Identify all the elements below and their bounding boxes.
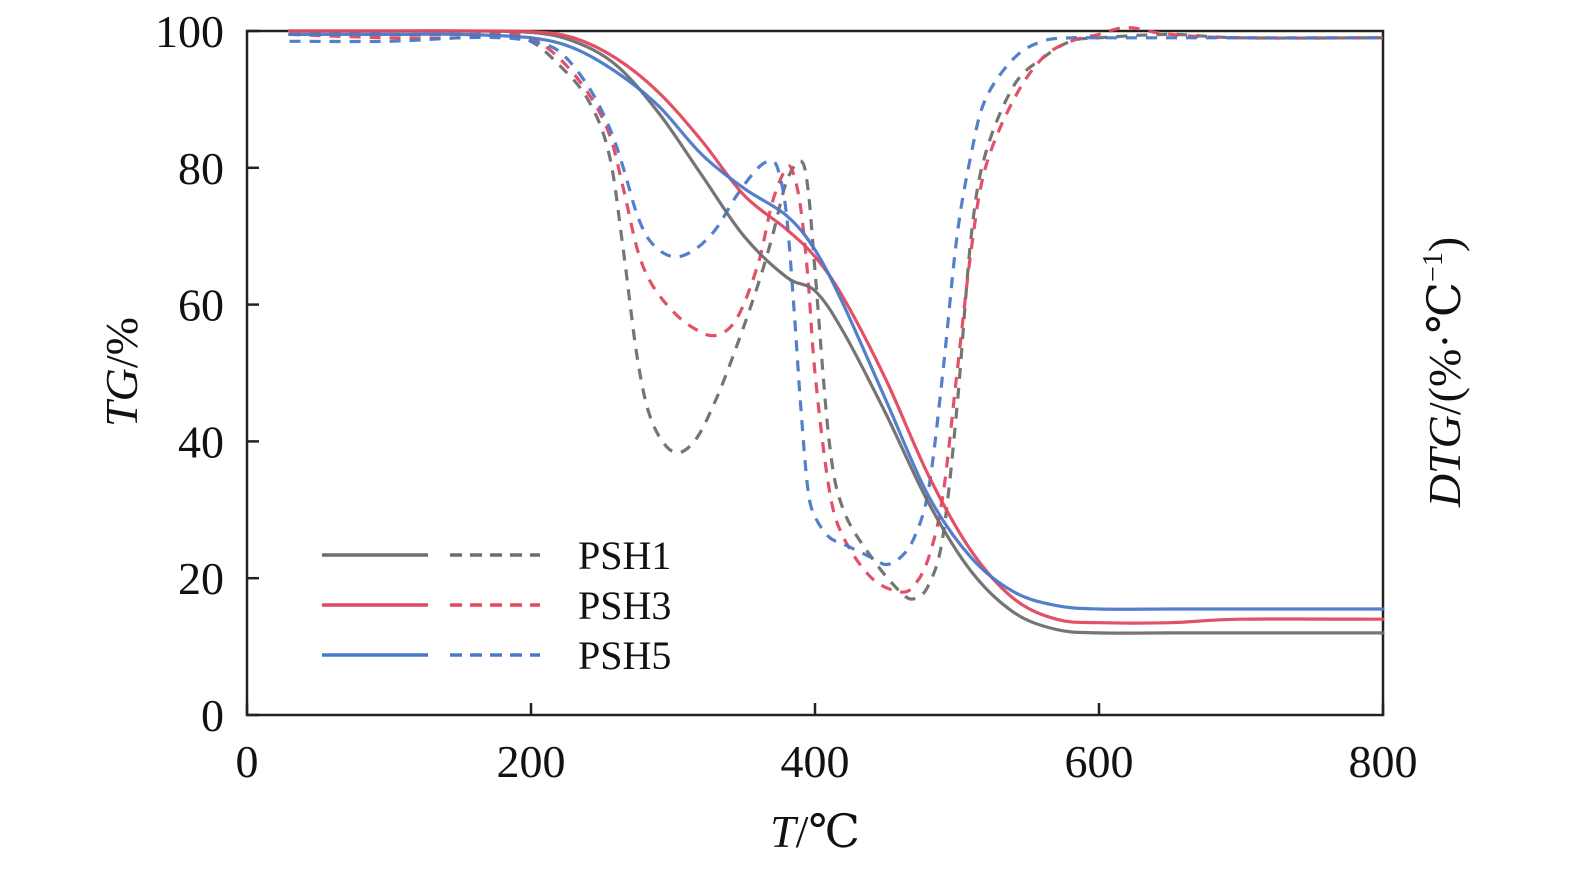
legend-label-psh1: PSH1 bbox=[578, 533, 671, 578]
series-psh3-dtg bbox=[289, 26, 1384, 594]
tick-layer: 0 200 400 600 800 0 20 40 60 80 100 bbox=[155, 6, 1418, 787]
y-axis-right-title-close: ) bbox=[1419, 237, 1470, 252]
legend-item-psh3: PSH3 bbox=[322, 583, 671, 628]
legend-item-psh5: PSH5 bbox=[322, 633, 671, 678]
x-tick-label: 800 bbox=[1349, 736, 1418, 787]
y-left-tick-label: 60 bbox=[178, 280, 224, 331]
legend-item-psh1: PSH1 bbox=[322, 533, 671, 578]
legend: PSH1 PSH3 PSH5 bbox=[322, 533, 671, 678]
x-tick-label: 0 bbox=[236, 736, 259, 787]
x-tick-label: 600 bbox=[1065, 736, 1134, 787]
y-left-tick-label: 0 bbox=[201, 690, 224, 741]
y-axis-right-title-sup: −1 bbox=[1418, 252, 1449, 282]
x-axis-title: T/℃ bbox=[770, 806, 860, 857]
legend-label-psh5: PSH5 bbox=[578, 633, 671, 678]
y-axis-right-title-unit: /(%·℃ bbox=[1419, 282, 1470, 415]
y-left-tick-label: 80 bbox=[178, 143, 224, 194]
y-left-tick-label: 40 bbox=[178, 416, 224, 467]
y-axis-left-title: TG/% bbox=[96, 317, 147, 427]
x-axis-title-unit: /℃ bbox=[796, 806, 860, 857]
series-layer bbox=[288, 26, 1385, 635]
series-psh1-dtg bbox=[289, 29, 1384, 601]
y-axis-right-title: DTG/(%·℃−1) bbox=[1418, 237, 1470, 508]
y-left-tick-label: 100 bbox=[155, 6, 224, 57]
y-left-tick-label: 20 bbox=[178, 553, 224, 604]
series-psh5-tg bbox=[288, 32, 1385, 611]
x-tick-label: 200 bbox=[497, 736, 566, 787]
y-axis-left-title-unit: /% bbox=[96, 317, 147, 368]
x-tick-label: 400 bbox=[781, 736, 850, 787]
y-axis-left-title-var: TG bbox=[96, 368, 147, 427]
legend-label-psh3: PSH3 bbox=[578, 583, 671, 628]
x-axis-title-var: T bbox=[770, 806, 799, 857]
y-axis-right-title-var: DTG bbox=[1419, 415, 1470, 508]
